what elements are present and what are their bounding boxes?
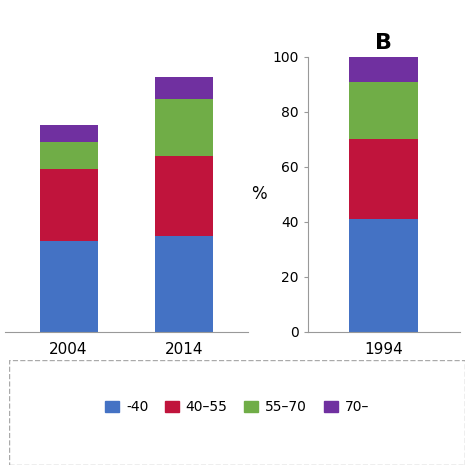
Bar: [155, 156, 213, 236]
Bar: [155, 236, 213, 332]
Bar: [155, 99, 213, 156]
Legend: -40, 40–55, 55–70, 70–: -40, 40–55, 55–70, 70–: [100, 394, 374, 419]
Bar: [155, 77, 213, 99]
Bar: [349, 139, 418, 219]
Bar: [349, 82, 418, 139]
Y-axis label: %: %: [251, 185, 267, 203]
Bar: [39, 240, 98, 332]
Bar: [39, 125, 98, 142]
Bar: [39, 168, 98, 240]
Bar: [39, 142, 98, 168]
Bar: [349, 57, 418, 82]
Title: B: B: [375, 33, 392, 53]
Bar: [349, 219, 418, 332]
